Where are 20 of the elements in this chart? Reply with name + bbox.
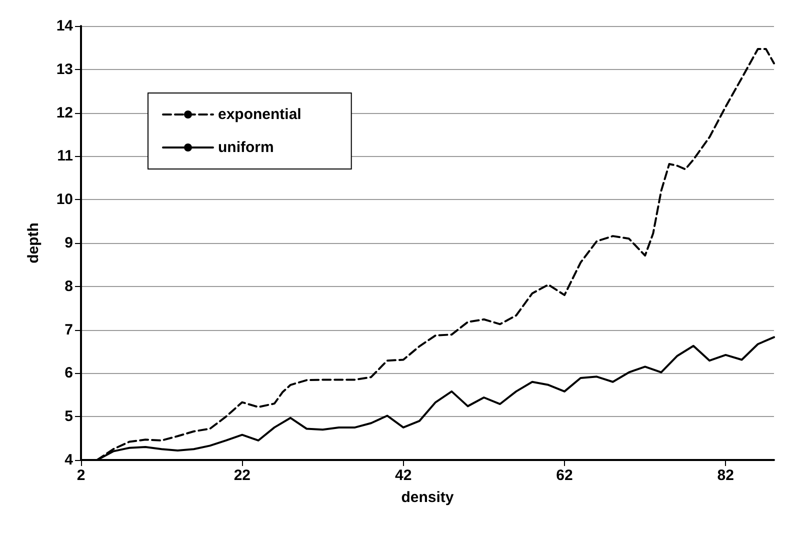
y-tick-label: 14 [56, 18, 74, 34]
y-tick-label: 12 [56, 104, 73, 122]
y-axis-title: depth [25, 222, 42, 264]
legend-label: uniform [218, 139, 274, 156]
y-tick-label: 8 [64, 278, 73, 295]
x-tick-label: 42 [394, 467, 412, 484]
y-tick-label: 13 [56, 60, 73, 78]
y-tick-label: 5 [64, 408, 73, 426]
y-tick-label: 4 [64, 452, 74, 468]
x-tick-label: 2 [76, 467, 86, 484]
legend-label: exponential [218, 106, 302, 123]
y-tick-label: 10 [56, 191, 73, 208]
x-axis-title: density [401, 489, 454, 506]
x-tick-label: 82 [717, 467, 734, 484]
y-tick-label: 11 [57, 148, 73, 165]
y-tick-label: 6 [64, 364, 73, 382]
y-tick-label: 9 [64, 234, 73, 252]
x-tick-label: 62 [556, 467, 573, 484]
x-tick-label: 22 [234, 467, 251, 484]
y-tick-label: 7 [64, 321, 73, 338]
